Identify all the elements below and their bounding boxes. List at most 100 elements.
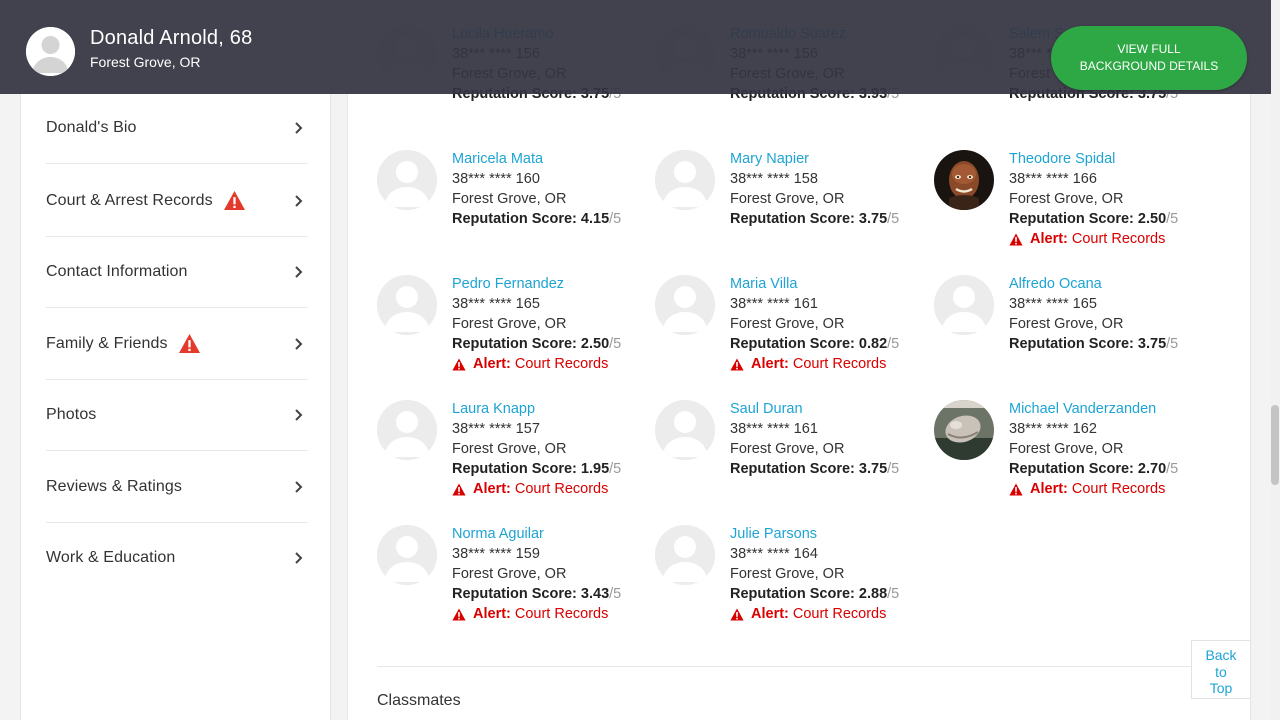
court-records-link[interactable]: Court Records: [792, 356, 887, 372]
score-value: 0.82: [858, 336, 888, 352]
cta-line-2: BACKGROUND DETAILS: [1079, 59, 1219, 73]
person-card: Theodore Spidal 38*** **** 166 Forest Grov…: [934, 150, 1204, 260]
user-silhouette-icon: [655, 150, 715, 210]
sticky-header: Donald Arnold, 68 Forest Grove, OR VIEW …: [0, 0, 1271, 94]
person-card: Julie Parsons 38*** **** 164 Forest Grove,…: [655, 525, 925, 635]
person-card: Mary Napier 38*** **** 158 Forest Grove, O…: [655, 150, 925, 260]
person-name-link[interactable]: Mary Napier: [730, 151, 809, 167]
scrollbar-track[interactable]: [1271, 0, 1280, 720]
scrollbar-thumb[interactable]: [1271, 405, 1279, 485]
warning-icon: [452, 608, 466, 620]
score-max: /5: [1166, 336, 1179, 352]
avatar[interactable]: [655, 525, 715, 585]
avatar[interactable]: [377, 150, 437, 210]
alert-label: Alert:: [751, 606, 789, 622]
score-label: Reputation Score:: [730, 586, 855, 602]
reputation-score: Reputation Score: 2.50/5: [1009, 209, 1178, 229]
score-max: /5: [887, 211, 900, 227]
person-name-link[interactable]: Pedro Fernandez: [452, 276, 565, 292]
person-phone: 38*** **** 157: [452, 421, 540, 437]
back-to-top-button[interactable]: Back to Top: [1191, 640, 1251, 699]
reputation-score: Reputation Score: 3.75/5: [730, 459, 899, 479]
person-name-link[interactable]: Maricela Mata: [452, 151, 544, 167]
view-full-details-button[interactable]: VIEW FULL BACKGROUND DETAILS: [1051, 26, 1247, 90]
associates-panel: [347, 0, 1251, 720]
court-records-link[interactable]: Court Records: [514, 356, 609, 372]
profile-photo: [934, 400, 994, 460]
person-card: Maricela Mata 38*** **** 160 Forest Grove,…: [377, 150, 647, 260]
score-label: Reputation Score:: [730, 336, 855, 352]
sidebar-item-reviews[interactable]: Reviews & Ratings: [46, 451, 308, 523]
avatar[interactable]: [934, 275, 994, 335]
avatar[interactable]: [377, 275, 437, 335]
score-label: Reputation Score:: [730, 461, 855, 477]
reputation-score: Reputation Score: 2.50/5: [452, 334, 621, 354]
sidebar-item-bio[interactable]: Donald's Bio: [46, 92, 308, 164]
score-value: 3.75: [1137, 336, 1167, 352]
avatar[interactable]: [655, 150, 715, 210]
person-info: Theodore Spidal 38*** **** 166 Forest Grov…: [1009, 149, 1178, 249]
person-name-link[interactable]: Maria Villa: [730, 276, 798, 292]
court-records-link[interactable]: Court Records: [514, 606, 609, 622]
person-name-link[interactable]: Julie Parsons: [730, 526, 818, 542]
reputation-score: Reputation Score: 1.95/5: [452, 459, 621, 479]
chevron-right-icon: [295, 194, 303, 207]
avatar: [26, 27, 75, 76]
alert-label: Alert:: [751, 356, 789, 372]
person-name-link[interactable]: Theodore Spidal: [1009, 151, 1116, 167]
user-silhouette-icon: [26, 27, 75, 76]
score-label: Reputation Score:: [1009, 336, 1134, 352]
person-location: Forest Grove, OR: [730, 441, 845, 457]
warning-icon: [452, 358, 466, 370]
reputation-score: Reputation Score: 4.15/5: [452, 209, 621, 229]
court-records-link[interactable]: Court Records: [1071, 231, 1166, 247]
cta-line-1: VIEW FULL: [1117, 42, 1181, 56]
avatar[interactable]: [934, 150, 994, 210]
person-phone: 38*** **** 161: [730, 421, 818, 437]
sidebar-item-photos[interactable]: Photos: [46, 379, 308, 451]
court-records-link[interactable]: Court Records: [514, 481, 609, 497]
reputation-score: Reputation Score: 2.88/5: [730, 584, 899, 604]
person-name-link[interactable]: Alfredo Ocana: [1009, 276, 1102, 292]
back-to-top-line: to: [1215, 663, 1227, 680]
user-silhouette-icon: [655, 525, 715, 585]
alert-label: Alert:: [473, 356, 511, 372]
person-phone: 38*** **** 160: [452, 171, 540, 187]
person-card: Alfredo Ocana 38*** **** 165 Forest Grove,…: [934, 275, 1204, 385]
score-max: /5: [1166, 211, 1179, 227]
avatar[interactable]: [934, 400, 994, 460]
score-label: Reputation Score:: [452, 336, 577, 352]
sidebar-item-contact[interactable]: Contact Information: [46, 236, 308, 308]
chevron-right-icon: [295, 552, 303, 564]
user-silhouette-icon: [934, 275, 994, 335]
user-silhouette-icon: [655, 400, 715, 460]
sidebar-item-court-records[interactable]: Court & Arrest Records: [46, 165, 308, 237]
person-card: Norma Aguilar 38*** **** 159 Forest Grove,…: [377, 525, 647, 635]
alert-court-records: Alert: Court Records: [730, 604, 899, 624]
person-name-link[interactable]: Laura Knapp: [452, 401, 536, 417]
warning-icon: [1009, 233, 1023, 245]
avatar[interactable]: [377, 400, 437, 460]
person-name-link[interactable]: Saul Duran: [730, 401, 803, 417]
sidebar-item-family[interactable]: Family & Friends: [46, 308, 308, 380]
person-info: Laura Knapp 38*** **** 157 Forest Grove, O…: [452, 399, 621, 499]
warning-icon: [730, 358, 744, 370]
person-card: Laura Knapp 38*** **** 157 Forest Grove, O…: [377, 400, 647, 510]
avatar[interactable]: [655, 400, 715, 460]
person-location: Forest Grove, OR: [452, 566, 567, 582]
person-phone: 38*** **** 165: [1009, 296, 1097, 312]
sidebar-item-work[interactable]: Work & Education: [46, 522, 308, 594]
score-value: 2.70: [1137, 461, 1167, 477]
court-records-link[interactable]: Court Records: [1071, 481, 1166, 497]
person-location: Forest Grove, OR: [452, 441, 567, 457]
court-records-link[interactable]: Court Records: [792, 606, 887, 622]
score-label: Reputation Score:: [452, 211, 577, 227]
score-label: Reputation Score:: [730, 211, 855, 227]
avatar[interactable]: [377, 525, 437, 585]
alert-court-records: Alert: Court Records: [452, 604, 621, 624]
person-name-link[interactable]: Michael Vanderzanden: [1009, 401, 1157, 417]
person-name-link[interactable]: Norma Aguilar: [452, 526, 544, 542]
user-silhouette-icon: [377, 400, 437, 460]
user-silhouette-icon: [377, 525, 437, 585]
avatar[interactable]: [655, 275, 715, 335]
